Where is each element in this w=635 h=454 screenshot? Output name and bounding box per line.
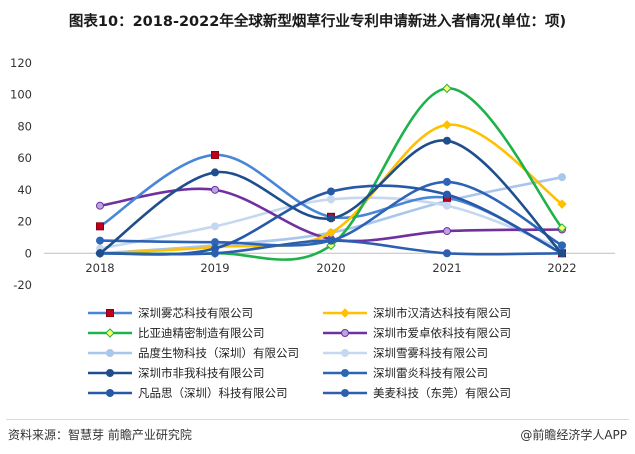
data-point [96,222,104,231]
y-tick-label: 40 [17,183,32,197]
legend-label: 美麦科技（东莞）有限公司 [373,386,511,400]
data-point [96,201,104,210]
legend-item: 深圳雪雾科技有限公司 [323,346,488,360]
legend-item: 深圳雷炎科技有限公司 [323,366,488,380]
y-tick-label: 0 [25,246,32,260]
x-tick-label: 2021 [432,261,461,275]
data-point [443,136,451,145]
legend-marker [106,369,114,377]
x-tick-label: 2019 [200,261,229,275]
data-point [443,177,451,186]
series-lines [95,83,567,261]
data-point [327,236,335,245]
y-tick-label: 120 [10,56,32,70]
data-point [558,249,566,258]
data-point [442,83,452,94]
legend-item: 凡品思（深圳）科技有限公司 [88,386,288,400]
legend-marker [106,349,114,357]
y-tick-label: 20 [17,215,32,229]
legend-item: 品度生物科技（深圳）有限公司 [88,346,299,360]
data-point [443,249,451,258]
legend-item: 深圳雾芯科技有限公司 [88,306,253,320]
legend-item: 比亚迪精密制造有限公司 [88,326,265,340]
data-point [558,173,566,182]
x-tick-label: 2022 [547,261,576,275]
legend-item: 深圳市汉清达科技有限公司 [323,306,511,320]
legend-marker [106,389,114,397]
legend-item: 深圳市非我科技有限公司 [88,366,265,380]
data-point [442,120,452,130]
data-point [443,201,451,210]
y-tick-label: 60 [17,151,32,165]
legend-marker [341,389,349,397]
data-point [558,241,566,250]
brand-label: @前瞻经济学人APP [520,428,627,442]
y-tick-label: 100 [10,88,32,102]
legend-label: 凡品思（深圳）科技有限公司 [138,386,288,400]
data-point [96,236,104,245]
chart-title: 图表10：2018-2022年全球新型烟草行业专利申请新进入者情况(单位：项) [68,14,567,30]
data-point [211,222,219,231]
series-line [98,123,564,255]
legend-item: 深圳市爱卓依科技有限公司 [323,326,511,340]
x-tick-label: 2018 [85,261,114,275]
data-point [443,190,451,199]
data-point [211,249,219,258]
data-point [211,185,219,194]
legend-item: 美麦科技（东莞）有限公司 [323,386,511,400]
legend-marker [340,308,350,318]
legend-label: 深圳市爱卓依科技有限公司 [373,326,511,340]
legend-marker [341,369,349,377]
data-point [96,249,104,258]
footer-divider [6,419,629,420]
data-point [327,195,335,204]
data-point [327,187,335,196]
legend-label: 比亚迪精密制造有限公司 [138,326,265,340]
legend-label: 深圳市非我科技有限公司 [138,366,265,380]
data-point [326,240,336,251]
x-tick-label: 2020 [316,261,345,275]
y-tick-label: 80 [17,119,32,133]
series-7 [96,136,566,258]
y-tick-label: -20 [13,278,32,292]
source-note: 资料来源：智慧芽 前瞻产业研究院 [8,428,192,442]
legend-label: 深圳雪雾科技有限公司 [373,346,488,360]
data-point [211,168,219,177]
legend-marker [341,329,349,337]
data-point [557,199,567,209]
legend-marker [341,349,349,357]
data-point [327,214,335,223]
data-point [211,150,219,159]
legend-label: 深圳雷炎科技有限公司 [373,366,488,380]
legend-label: 深圳雾芯科技有限公司 [138,306,253,320]
legend-marker [105,328,115,338]
legend-label: 品度生物科技（深圳）有限公司 [138,346,299,360]
x-axis: 2018 2019 2020 2021 2022 [85,261,576,275]
data-point [557,223,567,233]
data-point [443,227,451,236]
legend-marker [106,309,114,317]
legend-label: 深圳市汉清达科技有限公司 [373,306,511,320]
